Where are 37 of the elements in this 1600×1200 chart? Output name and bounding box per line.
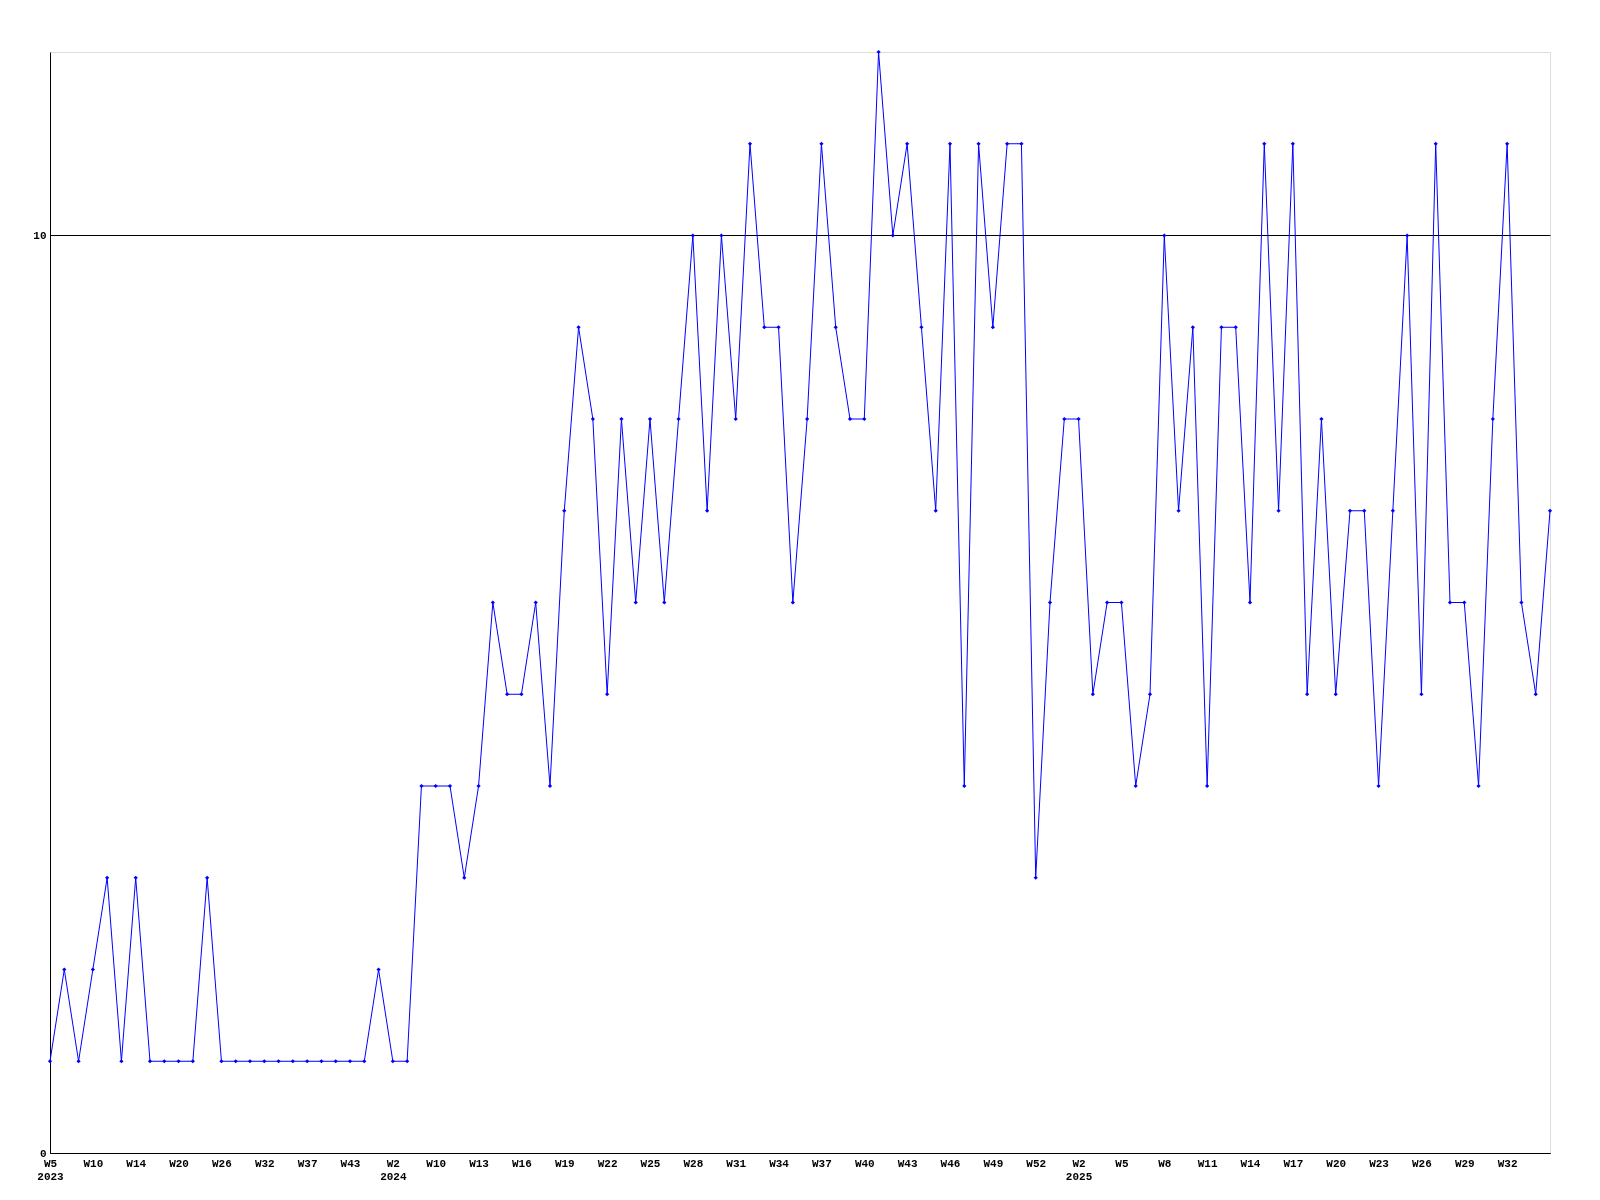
y-tick-label: 10 xyxy=(33,230,47,242)
x-tick-label: W23 xyxy=(1369,1157,1390,1170)
x-tick-label: W32 xyxy=(1497,1157,1518,1170)
x-tick-label: W16 xyxy=(512,1157,532,1170)
x-tick-label: W40 xyxy=(854,1157,875,1170)
x-tick-label: W14 xyxy=(1240,1157,1261,1170)
x-tick-label: W5 xyxy=(1115,1157,1129,1170)
x-tick-label: W5 2023 xyxy=(37,1157,65,1183)
x-tick-label: W20 xyxy=(169,1157,189,1170)
x-tick-label: W29 xyxy=(1454,1157,1475,1170)
x-tick-label: W10 xyxy=(83,1157,104,1170)
x-tick-label: W49 xyxy=(983,1157,1004,1170)
x-tick-label: W22 xyxy=(597,1157,618,1170)
x-tick-label: W10 xyxy=(426,1157,447,1170)
x-tick-label: W20 xyxy=(1326,1157,1347,1170)
x-tick-label: W37 xyxy=(812,1157,832,1170)
x-tick-label: W34 xyxy=(769,1157,790,1170)
x-tick-label: W32 xyxy=(254,1157,275,1170)
x-tick-label: W52 xyxy=(1026,1157,1047,1170)
x-tick-label: W2 2025 xyxy=(1065,1157,1093,1183)
x-tick-label: W37 xyxy=(297,1157,318,1170)
x-tick-label: W43 xyxy=(340,1157,361,1170)
x-tick-label: W14 xyxy=(126,1157,147,1170)
y-tick-label: 0 xyxy=(39,1147,47,1160)
x-tick-label: W13 xyxy=(469,1157,490,1170)
x-tick-label: W28 xyxy=(683,1157,704,1170)
x-tick-label: W26 xyxy=(1412,1157,1432,1170)
x-tick-label: W26 xyxy=(212,1157,232,1170)
x-tick-label: W46 xyxy=(940,1157,961,1170)
x-tick-label: W17 xyxy=(1283,1157,1304,1170)
x-tick-label: W8 xyxy=(1158,1157,1172,1170)
x-tick-label: W25 xyxy=(640,1157,661,1170)
x-tick-label: W11 xyxy=(1197,1157,1218,1170)
x-tick-label: W43 xyxy=(897,1157,918,1170)
x-tick-label: W2 2024 xyxy=(380,1157,407,1183)
x-tick-label: W31 xyxy=(726,1157,747,1170)
x-tick-label: W19 xyxy=(554,1157,575,1170)
